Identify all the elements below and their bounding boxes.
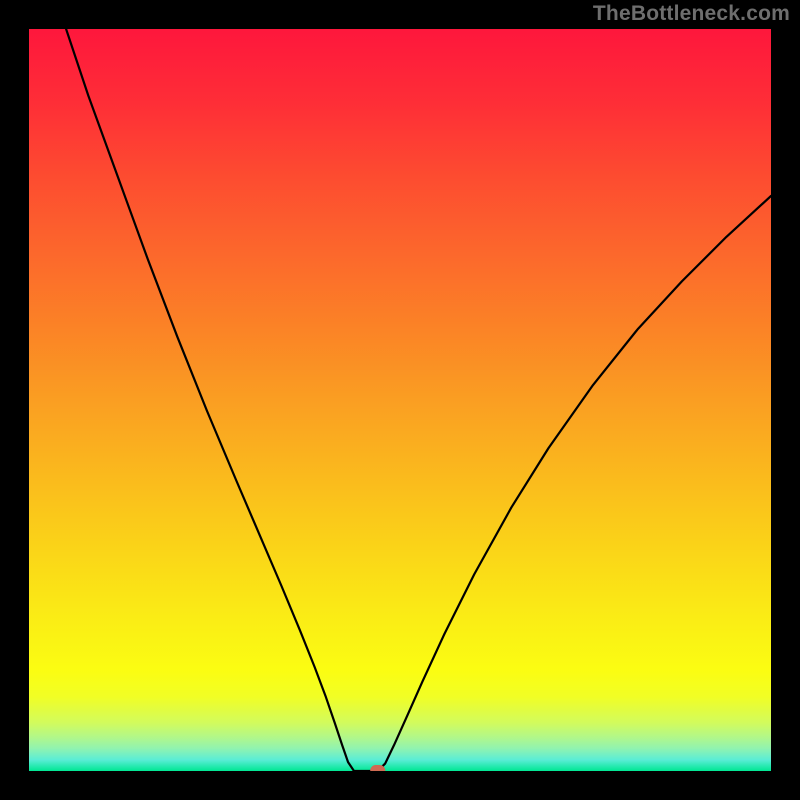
plot-area xyxy=(29,29,771,771)
optimal-point-marker xyxy=(371,766,385,772)
gradient-background xyxy=(29,29,771,771)
watermark-text: TheBottleneck.com xyxy=(593,2,790,26)
plot-svg xyxy=(29,29,771,771)
chart-container: TheBottleneck.com xyxy=(0,0,800,800)
